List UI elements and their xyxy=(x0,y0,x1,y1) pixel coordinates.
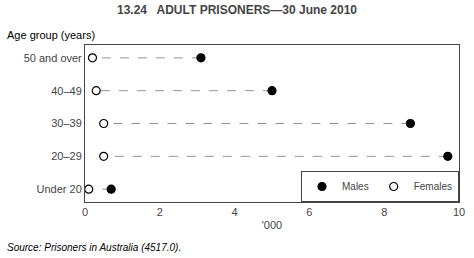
svg-text:0: 0 xyxy=(82,206,88,218)
svg-text:'000: '000 xyxy=(262,219,282,231)
svg-text:Source: Prisoners in Australia: Source: Prisoners in Australia (4517.0). xyxy=(7,242,181,253)
svg-text:6: 6 xyxy=(306,206,312,218)
svg-text:8: 8 xyxy=(381,206,387,218)
svg-text:50 and over: 50 and over xyxy=(24,52,82,64)
svg-text:2: 2 xyxy=(157,206,163,218)
svg-text:30–39: 30–39 xyxy=(51,117,82,129)
svg-text:4: 4 xyxy=(232,206,238,218)
svg-text:Under 20: Under 20 xyxy=(37,183,82,195)
svg-text:40–49: 40–49 xyxy=(51,85,82,97)
svg-text:10: 10 xyxy=(453,206,465,218)
svg-text:Age group (years): Age group (years) xyxy=(7,29,95,41)
svg-text:20–29: 20–29 xyxy=(51,150,82,162)
svg-text:13.24 ADULT PRISONERS—30 Jun: 13.24 ADULT PRISONERS—30 June 2010 xyxy=(117,3,357,17)
svg-text:Females: Females xyxy=(414,181,452,192)
svg-text:Males: Males xyxy=(342,181,369,192)
